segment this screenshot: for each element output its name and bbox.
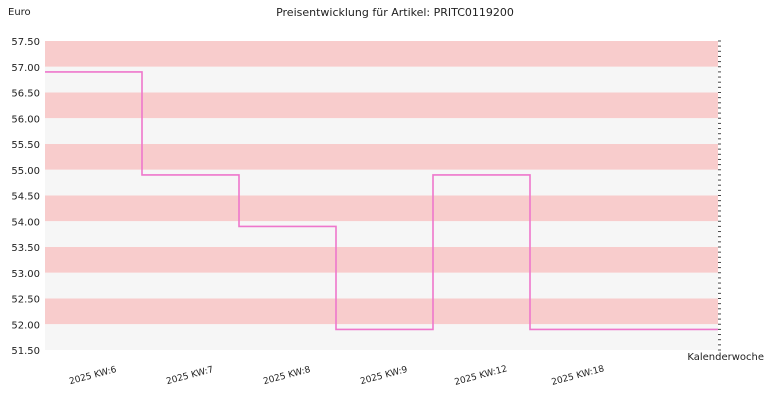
- x-tick-label: 2025 KW:12: [454, 364, 509, 388]
- x-tick-label: 2025 KW:18: [551, 364, 606, 388]
- band: [45, 324, 718, 350]
- y-tick-label: 55.00: [11, 166, 40, 177]
- y-tick-label: 56.50: [11, 89, 40, 100]
- y-tick-label: 52.50: [11, 295, 40, 306]
- y-tick-label: 54.00: [11, 217, 40, 228]
- x-tick-label: 2025 KW:8: [262, 365, 312, 387]
- band: [45, 41, 718, 67]
- y-tick-label: 57.00: [11, 63, 40, 74]
- y-tick-label: 52.00: [11, 320, 40, 331]
- y-tick-label: 57.50: [11, 37, 40, 48]
- y-tick-label: 51.50: [11, 346, 40, 357]
- band: [45, 169, 718, 196]
- band: [45, 247, 718, 273]
- y-axis-ticks: 57.50 57.00 56.50 56.00 55.50 55.00 54.50 54.00…: [11, 37, 40, 357]
- chart-title: Preisentwicklung für Artikel: PRITC01192…: [276, 6, 514, 19]
- x-tick-label: 2025 KW:6: [68, 365, 118, 387]
- x-axis-label: Kalenderwoche: [687, 352, 764, 363]
- band: [45, 66, 718, 93]
- x-tick-label: 2025 KW:9: [359, 365, 409, 387]
- band: [45, 144, 718, 170]
- right-axis-minor-ticks: [718, 40, 721, 351]
- y-tick-label: 55.50: [11, 140, 40, 151]
- band: [45, 272, 718, 299]
- y-tick-label: 54.50: [11, 192, 40, 203]
- y-axis-label: Euro: [8, 7, 31, 18]
- y-tick-label: 56.00: [11, 114, 40, 125]
- x-axis-ticks: 2025 KW:6 2025 KW:7 2025 KW:8 2025 KW:9 2025…: [68, 364, 605, 388]
- band: [45, 221, 718, 247]
- background-bands: [45, 41, 718, 350]
- price-series-line: [45, 71, 718, 331]
- y-tick-label: 53.00: [11, 269, 40, 280]
- x-tick-label: 2025 KW:7: [165, 365, 214, 387]
- y-tick-label: 53.50: [11, 243, 40, 254]
- band: [45, 195, 718, 222]
- band: [45, 92, 718, 119]
- band: [45, 118, 718, 144]
- band: [45, 298, 718, 325]
